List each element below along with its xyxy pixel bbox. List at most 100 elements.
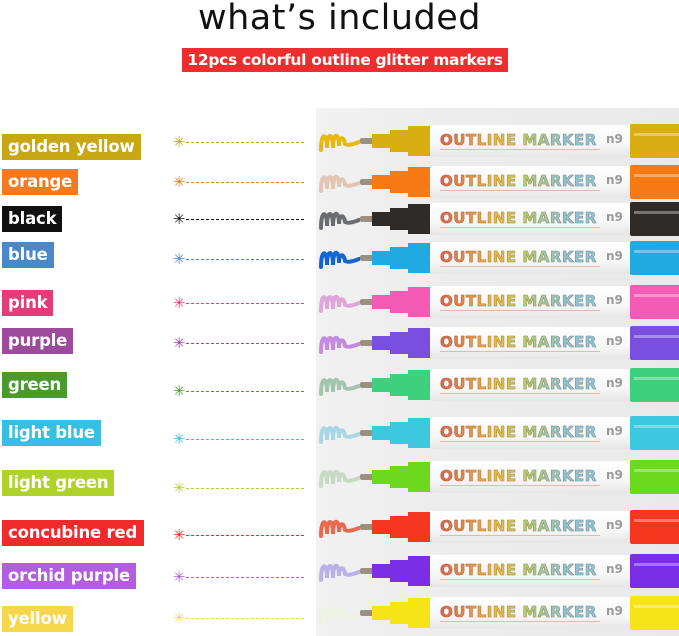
barrel-stripe xyxy=(440,393,600,394)
marker-pen: OUTLINE MARKER n9 xyxy=(316,552,679,592)
dashed-line xyxy=(186,618,304,619)
marker-brand-text: OUTLINE MARKER xyxy=(440,517,597,536)
marker-cap xyxy=(630,596,679,630)
marker-brand-text: OUTLINE MARKER xyxy=(440,467,597,486)
marker-nozzle xyxy=(372,378,392,392)
marker-nozzle xyxy=(408,328,432,358)
ink-squiggle-icon xyxy=(319,294,360,313)
color-label-orange: orange xyxy=(2,169,79,195)
dashed-line xyxy=(186,488,304,489)
marker-logo: n9 xyxy=(606,518,623,532)
markers-photo: OUTLINE MARKER n9 OUTLINE MARKER n9 OUTLINE … xyxy=(316,108,679,636)
connector-line: ✳ xyxy=(172,526,306,544)
marker-logo: n9 xyxy=(606,424,623,438)
connector-line: ✳ xyxy=(172,479,306,497)
marker-barrel: OUTLINE MARKER n9 xyxy=(430,286,634,318)
color-label-blue: blue xyxy=(2,242,54,268)
marker-nozzle xyxy=(408,167,432,197)
marker-nozzle xyxy=(372,564,392,578)
asterisk-icon: ✳ xyxy=(172,479,186,497)
color-label-light-green: light green xyxy=(2,470,115,496)
marker-nozzle xyxy=(372,175,392,189)
marker-nozzle xyxy=(372,470,392,484)
cap-highlight xyxy=(634,335,679,338)
marker-cap xyxy=(630,510,679,544)
marker-tip xyxy=(360,340,374,346)
asterisk-icon: ✳ xyxy=(172,294,186,312)
marker-tip xyxy=(360,474,374,480)
marker-brand-text: OUTLINE MARKER xyxy=(440,561,597,580)
cap-highlight xyxy=(634,519,679,522)
marker-barrel: OUTLINE MARKER n9 xyxy=(430,555,634,587)
asterisk-icon: ✳ xyxy=(172,334,186,352)
marker-nozzle xyxy=(408,243,432,273)
marker-brand-text: OUTLINE MARKER xyxy=(440,209,597,228)
marker-nozzle xyxy=(408,126,432,156)
marker-cap xyxy=(630,460,679,494)
color-label-purple: purple xyxy=(2,328,74,354)
marker-nozzle xyxy=(408,598,432,628)
marker-nozzle xyxy=(390,560,410,582)
ink-squiggle-icon xyxy=(319,250,360,269)
marker-pen: OUTLINE MARKER n9 xyxy=(316,283,679,323)
marker-nozzle xyxy=(390,208,410,230)
marker-nozzle xyxy=(390,422,410,444)
dashed-line xyxy=(186,303,304,304)
ink-squiggle-icon xyxy=(319,377,360,396)
marker-barrel: OUTLINE MARKER n9 xyxy=(430,242,634,274)
marker-nozzle xyxy=(390,374,410,396)
ink-squiggle-icon xyxy=(319,335,360,354)
asterisk-icon: ✳ xyxy=(172,430,186,448)
marker-barrel: OUTLINE MARKER n9 xyxy=(430,166,634,198)
barrel-stripe xyxy=(440,351,600,352)
marker-pen: OUTLINE MARKER n9 xyxy=(316,594,679,634)
dashed-line xyxy=(186,391,304,392)
marker-logo: n9 xyxy=(606,376,623,390)
cap-highlight xyxy=(634,469,679,472)
marker-cap xyxy=(630,241,679,275)
marker-nozzle xyxy=(372,426,392,440)
asterisk-icon: ✳ xyxy=(172,609,186,627)
marker-barrel: OUTLINE MARKER n9 xyxy=(430,511,634,543)
marker-nozzle xyxy=(390,466,410,488)
marker-cap xyxy=(630,368,679,402)
marker-cap xyxy=(630,554,679,588)
color-label-pink: pink xyxy=(2,290,54,316)
asterisk-icon: ✳ xyxy=(172,526,186,544)
marker-pen: OUTLINE MARKER n9 xyxy=(316,200,679,240)
marker-nozzle xyxy=(390,171,410,193)
asterisk-icon: ✳ xyxy=(172,568,186,586)
marker-brand-text: OUTLINE MARKER xyxy=(440,248,597,267)
cap-highlight xyxy=(634,294,679,297)
marker-pen: OUTLINE MARKER n9 xyxy=(316,458,679,498)
ink-squiggle-icon xyxy=(319,469,360,488)
dashed-line xyxy=(186,259,304,260)
barrel-stripe xyxy=(440,441,600,442)
marker-nozzle xyxy=(372,212,392,226)
dashed-line xyxy=(186,182,304,183)
marker-nozzle xyxy=(390,291,410,313)
connector-line: ✳ xyxy=(172,609,306,627)
marker-nozzle xyxy=(372,606,392,620)
marker-cap xyxy=(630,416,679,450)
marker-tip xyxy=(360,255,374,261)
marker-logo: n9 xyxy=(606,468,623,482)
dashed-line xyxy=(186,142,304,143)
connector-line: ✳ xyxy=(172,568,306,586)
cap-highlight xyxy=(634,211,679,214)
marker-nozzle xyxy=(390,332,410,354)
marker-pen: OUTLINE MARKER n9 xyxy=(316,122,679,162)
barrel-stripe xyxy=(440,310,600,311)
asterisk-icon: ✳ xyxy=(172,133,186,151)
page-title: what’s included xyxy=(198,0,481,38)
ink-squiggle-icon xyxy=(319,425,360,444)
barrel-stripe xyxy=(440,266,600,267)
marker-tip xyxy=(360,382,374,388)
ink-squiggle-icon xyxy=(319,174,360,193)
marker-logo: n9 xyxy=(606,249,623,263)
marker-tip xyxy=(360,179,374,185)
marker-brand-text: OUTLINE MARKER xyxy=(440,423,597,442)
marker-barrel: OUTLINE MARKER n9 xyxy=(430,203,634,235)
barrel-stripe xyxy=(440,227,600,228)
marker-nozzle xyxy=(408,287,432,317)
